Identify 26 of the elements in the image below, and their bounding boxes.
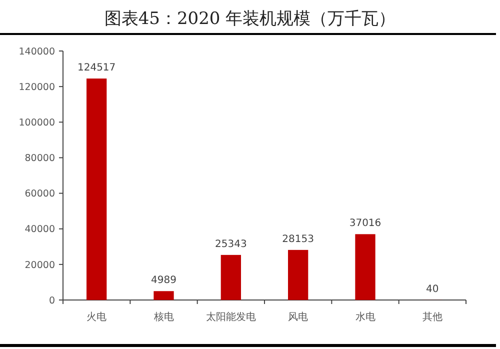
- x-tick-label: 火电: [86, 311, 107, 323]
- x-tick-label: 水电: [355, 311, 376, 323]
- y-tick-label: 120000: [18, 82, 55, 93]
- bar: [220, 254, 241, 300]
- data-label: 37016: [349, 218, 382, 230]
- y-tick-label: 140000: [18, 46, 55, 58]
- bar: [154, 291, 174, 300]
- y-tick-label: 0: [48, 295, 55, 306]
- y-tick-label: 60000: [24, 188, 55, 200]
- x-tick-label: 太阳能发电: [206, 311, 256, 323]
- data-label: 25343: [215, 238, 247, 250]
- bar: [288, 250, 308, 300]
- y-tick-label: 100000: [18, 117, 55, 128]
- data-label: 28153: [282, 234, 314, 245]
- y-tick-label: 20000: [24, 260, 55, 271]
- chart-title: 图表45：2020 年装机规模（万千瓦）: [104, 9, 396, 29]
- bar: [355, 234, 376, 300]
- x-tick-label: 其他: [422, 311, 442, 323]
- bar: [86, 78, 107, 300]
- x-tick-label: 风电: [288, 311, 308, 323]
- y-tick-label: 40000: [24, 224, 55, 236]
- y-tick-label: 80000: [24, 153, 55, 164]
- data-label: 4989: [151, 275, 176, 286]
- data-label: 124517: [77, 62, 116, 74]
- data-label: 40: [426, 284, 439, 295]
- x-tick-label: 核电: [152, 311, 174, 323]
